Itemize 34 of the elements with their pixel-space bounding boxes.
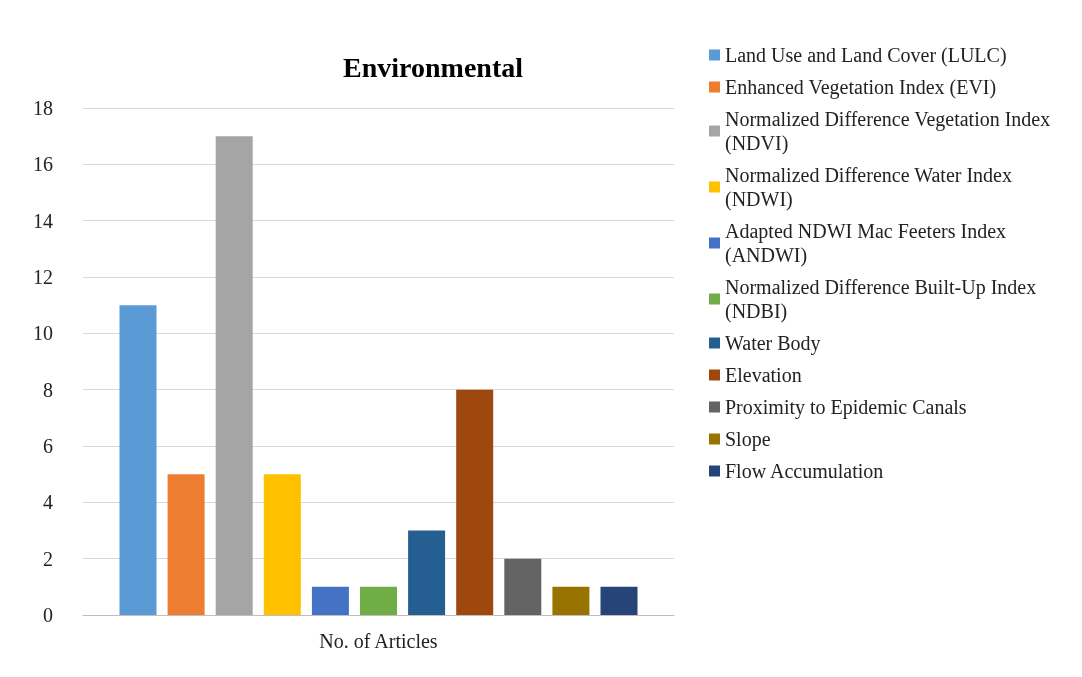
y-tick-label: 2 <box>43 547 53 570</box>
y-tick-label: 4 <box>43 491 53 514</box>
bar <box>408 530 446 615</box>
chart-title: Environmental <box>343 51 524 83</box>
bar <box>119 305 157 615</box>
bar <box>263 474 301 615</box>
legend-label: Proximity to Epidemic Canals <box>725 396 967 419</box>
y-tick-label: 0 <box>43 604 53 626</box>
legend-label: Slope <box>725 428 771 451</box>
legend-label: Normalized Difference Built-Up Index (NDBI) <box>725 276 1042 323</box>
bar <box>456 389 494 615</box>
legend-label: Normalized Difference Vegetation Index (NDVI) <box>725 108 1056 155</box>
y-tick-label: 16 <box>33 153 53 176</box>
y-tick-label: 12 <box>33 266 53 288</box>
bar <box>167 474 205 615</box>
y-tick-label: 6 <box>43 435 53 457</box>
bar <box>552 586 590 615</box>
y-tick-label: 10 <box>33 322 53 345</box>
bar <box>504 558 542 615</box>
legend-label: Normalized Difference Water Index (NDWI) <box>725 164 1017 211</box>
y-tick-label: 14 <box>33 209 53 232</box>
legend-label: Enhanced Vegetation Index (EVI) <box>725 76 997 99</box>
y-tick-label: 8 <box>43 378 53 401</box>
legend-label: Elevation <box>725 364 802 386</box>
legend-label: Adapted NDWI Mac Feeters Index (ANDWI) <box>725 220 1012 267</box>
x-tick-label: No. of Articles <box>319 630 438 652</box>
legend-label: Land Use and Land Cover (LULC) <box>725 44 1007 67</box>
legend-label: Flow Accumulation <box>725 460 884 482</box>
bar <box>360 586 397 615</box>
y-tick-label: 18 <box>33 97 53 119</box>
bar <box>215 136 253 615</box>
bar <box>311 586 349 615</box>
legend-label: Water Body <box>725 332 821 355</box>
bar <box>600 586 638 615</box>
